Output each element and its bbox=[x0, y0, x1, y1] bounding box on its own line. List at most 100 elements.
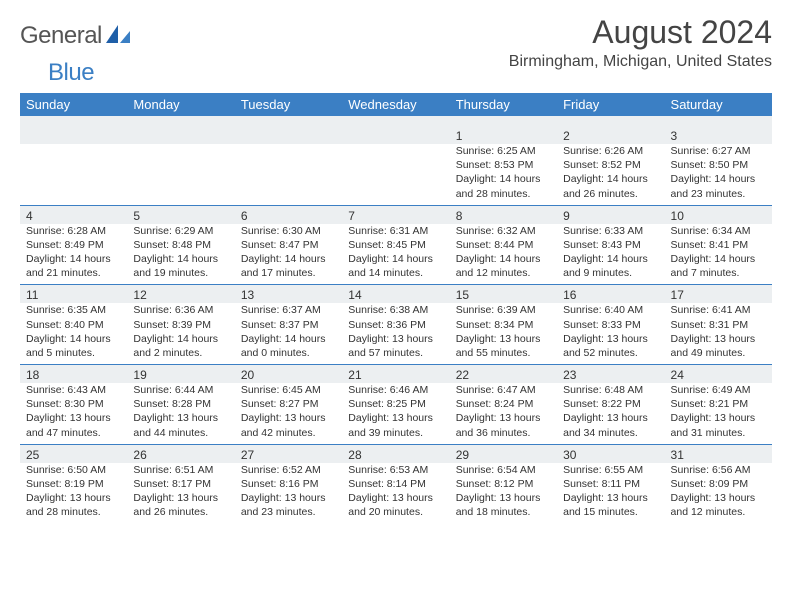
daynum-row: 18192021222324 bbox=[20, 365, 772, 383]
day-number-cell: 21 bbox=[342, 365, 449, 383]
day-info-cell: Sunrise: 6:36 AMSunset: 8:39 PMDaylight:… bbox=[127, 303, 234, 364]
daylight-line-1: Daylight: 14 hours bbox=[26, 332, 121, 346]
sun-info: Sunrise: 6:26 AMSunset: 8:52 PMDaylight:… bbox=[563, 144, 658, 201]
sun-info: Sunrise: 6:34 AMSunset: 8:41 PMDaylight:… bbox=[671, 224, 766, 281]
daylight-line-1: Daylight: 13 hours bbox=[563, 411, 658, 425]
day-info-cell: Sunrise: 6:48 AMSunset: 8:22 PMDaylight:… bbox=[557, 383, 664, 444]
daylight-line-1: Daylight: 14 hours bbox=[133, 332, 228, 346]
sunset-line: Sunset: 8:16 PM bbox=[241, 477, 336, 491]
sunrise-line: Sunrise: 6:31 AM bbox=[348, 224, 443, 238]
daylight-line-2: and 18 minutes. bbox=[456, 505, 551, 519]
sunset-line: Sunset: 8:44 PM bbox=[456, 238, 551, 252]
day-info-cell: Sunrise: 6:33 AMSunset: 8:43 PMDaylight:… bbox=[557, 224, 664, 285]
sun-info: Sunrise: 6:38 AMSunset: 8:36 PMDaylight:… bbox=[348, 303, 443, 360]
sun-info: Sunrise: 6:54 AMSunset: 8:12 PMDaylight:… bbox=[456, 463, 551, 520]
daylight-line-2: and 23 minutes. bbox=[671, 187, 766, 201]
day-info-cell: Sunrise: 6:26 AMSunset: 8:52 PMDaylight:… bbox=[557, 144, 664, 205]
day-info-cell: Sunrise: 6:30 AMSunset: 8:47 PMDaylight:… bbox=[235, 224, 342, 285]
sunrise-line: Sunrise: 6:36 AM bbox=[133, 303, 228, 317]
month-title: August 2024 bbox=[509, 14, 772, 51]
day-info-cell: Sunrise: 6:47 AMSunset: 8:24 PMDaylight:… bbox=[450, 383, 557, 444]
sunset-line: Sunset: 8:14 PM bbox=[348, 477, 443, 491]
daylight-line-2: and 52 minutes. bbox=[563, 346, 658, 360]
sunset-line: Sunset: 8:40 PM bbox=[26, 318, 121, 332]
daylight-line-1: Daylight: 14 hours bbox=[348, 252, 443, 266]
daylight-line-1: Daylight: 13 hours bbox=[133, 491, 228, 505]
daynum-row: 45678910 bbox=[20, 206, 772, 224]
sunset-line: Sunset: 8:53 PM bbox=[456, 158, 551, 172]
sunrise-line: Sunrise: 6:41 AM bbox=[671, 303, 766, 317]
day-info-row: Sunrise: 6:28 AMSunset: 8:49 PMDaylight:… bbox=[20, 224, 772, 285]
day-info-cell: Sunrise: 6:29 AMSunset: 8:48 PMDaylight:… bbox=[127, 224, 234, 285]
sunset-line: Sunset: 8:41 PM bbox=[671, 238, 766, 252]
sun-info: Sunrise: 6:48 AMSunset: 8:22 PMDaylight:… bbox=[563, 383, 658, 440]
sunrise-line: Sunrise: 6:50 AM bbox=[26, 463, 121, 477]
daylight-line-1: Daylight: 13 hours bbox=[348, 332, 443, 346]
daylight-line-2: and 23 minutes. bbox=[241, 505, 336, 519]
day-number-cell: 19 bbox=[127, 365, 234, 383]
day-info-cell: Sunrise: 6:28 AMSunset: 8:49 PMDaylight:… bbox=[20, 224, 127, 285]
daylight-line-1: Daylight: 13 hours bbox=[671, 332, 766, 346]
sunrise-line: Sunrise: 6:37 AM bbox=[241, 303, 336, 317]
sunset-line: Sunset: 8:47 PM bbox=[241, 238, 336, 252]
sunset-line: Sunset: 8:48 PM bbox=[133, 238, 228, 252]
day-number-cell: 7 bbox=[342, 206, 449, 224]
day-number-cell: 15 bbox=[450, 285, 557, 303]
sunrise-line: Sunrise: 6:49 AM bbox=[671, 383, 766, 397]
day-header-thu: Thursday bbox=[450, 93, 557, 116]
day-info-cell: Sunrise: 6:38 AMSunset: 8:36 PMDaylight:… bbox=[342, 303, 449, 364]
calendar-table: Sunday Monday Tuesday Wednesday Thursday… bbox=[20, 93, 772, 523]
daylight-line-2: and 26 minutes. bbox=[563, 187, 658, 201]
daylight-line-1: Daylight: 14 hours bbox=[26, 252, 121, 266]
daylight-line-1: Daylight: 13 hours bbox=[671, 491, 766, 505]
sun-info: Sunrise: 6:47 AMSunset: 8:24 PMDaylight:… bbox=[456, 383, 551, 440]
sunrise-line: Sunrise: 6:27 AM bbox=[671, 144, 766, 158]
day-info-row: Sunrise: 6:50 AMSunset: 8:19 PMDaylight:… bbox=[20, 463, 772, 524]
day-number-cell: 18 bbox=[20, 365, 127, 383]
sun-info: Sunrise: 6:27 AMSunset: 8:50 PMDaylight:… bbox=[671, 144, 766, 201]
sunset-line: Sunset: 8:24 PM bbox=[456, 397, 551, 411]
daylight-line-1: Daylight: 13 hours bbox=[456, 411, 551, 425]
daylight-line-2: and 5 minutes. bbox=[26, 346, 121, 360]
daylight-line-2: and 14 minutes. bbox=[348, 266, 443, 280]
sunrise-line: Sunrise: 6:29 AM bbox=[133, 224, 228, 238]
sun-info: Sunrise: 6:29 AMSunset: 8:48 PMDaylight:… bbox=[133, 224, 228, 281]
daylight-line-1: Daylight: 13 hours bbox=[241, 411, 336, 425]
day-header-sat: Saturday bbox=[665, 93, 772, 116]
sunset-line: Sunset: 8:36 PM bbox=[348, 318, 443, 332]
sun-info: Sunrise: 6:46 AMSunset: 8:25 PMDaylight:… bbox=[348, 383, 443, 440]
sunrise-line: Sunrise: 6:38 AM bbox=[348, 303, 443, 317]
day-number-cell: 23 bbox=[557, 365, 664, 383]
sun-info: Sunrise: 6:25 AMSunset: 8:53 PMDaylight:… bbox=[456, 144, 551, 201]
day-number-cell bbox=[127, 126, 234, 144]
sunrise-line: Sunrise: 6:54 AM bbox=[456, 463, 551, 477]
sunset-line: Sunset: 8:50 PM bbox=[671, 158, 766, 172]
sun-info: Sunrise: 6:49 AMSunset: 8:21 PMDaylight:… bbox=[671, 383, 766, 440]
daylight-line-1: Daylight: 13 hours bbox=[348, 491, 443, 505]
day-number-cell bbox=[342, 126, 449, 144]
sun-info: Sunrise: 6:36 AMSunset: 8:39 PMDaylight:… bbox=[133, 303, 228, 360]
sunset-line: Sunset: 8:37 PM bbox=[241, 318, 336, 332]
day-number-cell: 8 bbox=[450, 206, 557, 224]
day-info-cell: Sunrise: 6:53 AMSunset: 8:14 PMDaylight:… bbox=[342, 463, 449, 524]
daylight-line-2: and 39 minutes. bbox=[348, 426, 443, 440]
daylight-line-2: and 42 minutes. bbox=[241, 426, 336, 440]
sunrise-line: Sunrise: 6:53 AM bbox=[348, 463, 443, 477]
day-info-cell: Sunrise: 6:25 AMSunset: 8:53 PMDaylight:… bbox=[450, 144, 557, 205]
day-info-cell: Sunrise: 6:55 AMSunset: 8:11 PMDaylight:… bbox=[557, 463, 664, 524]
sunset-line: Sunset: 8:49 PM bbox=[26, 238, 121, 252]
title-block: August 2024 Birmingham, Michigan, United… bbox=[509, 14, 772, 71]
sunset-line: Sunset: 8:33 PM bbox=[563, 318, 658, 332]
sunrise-line: Sunrise: 6:35 AM bbox=[26, 303, 121, 317]
day-info-cell: Sunrise: 6:32 AMSunset: 8:44 PMDaylight:… bbox=[450, 224, 557, 285]
day-number-cell: 26 bbox=[127, 445, 234, 463]
day-header-fri: Friday bbox=[557, 93, 664, 116]
sunset-line: Sunset: 8:28 PM bbox=[133, 397, 228, 411]
sunrise-line: Sunrise: 6:48 AM bbox=[563, 383, 658, 397]
day-info-cell: Sunrise: 6:45 AMSunset: 8:27 PMDaylight:… bbox=[235, 383, 342, 444]
sunrise-line: Sunrise: 6:44 AM bbox=[133, 383, 228, 397]
daylight-line-2: and 7 minutes. bbox=[671, 266, 766, 280]
logo-sail-icon bbox=[104, 23, 132, 50]
day-number-cell: 29 bbox=[450, 445, 557, 463]
sunset-line: Sunset: 8:17 PM bbox=[133, 477, 228, 491]
